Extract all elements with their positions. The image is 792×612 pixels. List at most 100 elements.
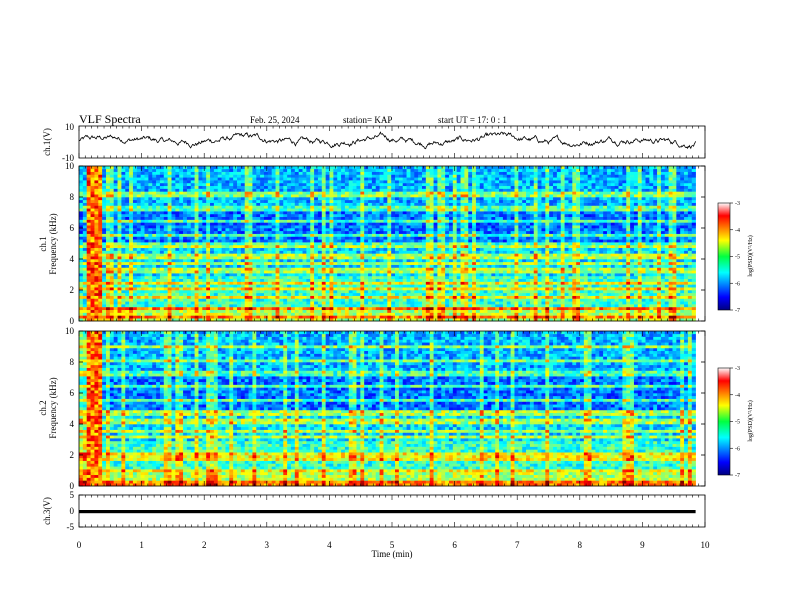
spectrogram-cell xyxy=(163,270,168,274)
spectrogram-cell xyxy=(229,247,234,251)
spectrogram-cell xyxy=(179,261,184,265)
spectrogram-cell xyxy=(364,256,369,260)
spectrogram-cell xyxy=(213,247,219,251)
spectrogram-cell xyxy=(217,287,222,291)
spectrogram-cell xyxy=(179,278,184,282)
spectrogram-cell xyxy=(341,290,346,294)
spectrogram-cell xyxy=(599,264,604,268)
spectrogram-cell xyxy=(580,281,585,285)
spectrogram-cell xyxy=(506,312,511,316)
spectrogram-cell xyxy=(402,306,407,311)
spectrogram-cell xyxy=(595,236,600,240)
spectrogram-cell xyxy=(676,304,681,308)
spectrogram-cell xyxy=(171,273,176,277)
spectrogram-cell xyxy=(90,233,95,237)
spectrogram-cell xyxy=(163,273,168,277)
spectrogram-cell xyxy=(502,267,508,271)
spectrogram-cell xyxy=(429,306,434,311)
spectrogram-cell xyxy=(406,298,411,302)
spectrogram-cell xyxy=(82,318,87,322)
spectrogram-cell xyxy=(283,315,288,319)
spectrogram-cell xyxy=(287,318,292,322)
spectrogram-cell xyxy=(448,259,454,263)
spectrogram-cell xyxy=(183,250,188,254)
spectrogram-cell xyxy=(626,281,631,285)
spectrogram-cell xyxy=(302,292,307,296)
spectrogram-cell xyxy=(271,309,276,313)
spectrogram-cell xyxy=(148,270,153,274)
spectrogram-cell xyxy=(279,318,284,322)
spectrogram-cell xyxy=(294,284,299,288)
spectrogram-cell xyxy=(113,301,118,305)
spectrogram-cell xyxy=(171,312,176,316)
spectrogram-cell xyxy=(556,292,562,296)
spectrogram-cell xyxy=(479,275,484,280)
spectrogram-cell xyxy=(229,253,234,257)
spectrogram-cell xyxy=(464,290,469,294)
spectrogram-cell xyxy=(152,312,157,316)
spectrogram-cell xyxy=(437,259,442,263)
spectrogram-cell xyxy=(244,259,249,263)
spectrogram-cell xyxy=(668,295,673,299)
spectrogram-cell xyxy=(387,298,392,302)
spectrogram-cell xyxy=(171,242,176,246)
spectrogram-cell xyxy=(348,239,353,243)
spectrogram-cell xyxy=(283,264,288,268)
spectrogram-cell xyxy=(595,284,600,288)
spectrogram-cell xyxy=(479,298,484,302)
spectrogram-cell xyxy=(687,295,693,299)
spectrogram-cell xyxy=(287,261,292,265)
spectrogram-cell xyxy=(425,315,430,319)
spectrogram-cell xyxy=(348,267,353,271)
spectrogram-cell xyxy=(225,239,230,243)
spectrogram-cell xyxy=(206,267,211,271)
spectrogram-cell xyxy=(614,298,619,302)
spectrogram-cell xyxy=(263,239,269,243)
spectrogram-cell xyxy=(198,309,203,313)
spectrogram-cell xyxy=(653,292,658,296)
spectrogram-cell xyxy=(206,309,211,313)
spectrogram-cell xyxy=(687,275,693,280)
spectrogram-cell xyxy=(364,304,369,308)
spectrogram-cell xyxy=(387,239,392,243)
spectrogram-cell xyxy=(660,298,666,302)
spectrogram-cell xyxy=(206,244,211,249)
spectrogram-cell xyxy=(190,281,195,285)
spectrogram-cell xyxy=(410,239,415,243)
spectrogram-cell xyxy=(595,267,600,271)
spectrogram-cell xyxy=(325,290,330,294)
spectrogram-cell xyxy=(641,309,646,313)
spectrogram-cell xyxy=(144,244,149,249)
spectrogram-cell xyxy=(568,309,573,313)
spectrogram-cell xyxy=(684,292,689,296)
spectrogram-cell xyxy=(237,287,242,291)
spectrogram-cell xyxy=(630,244,635,249)
spectrogram-cell xyxy=(190,312,195,316)
spectrogram-cell xyxy=(641,273,646,277)
spectrogram-cell xyxy=(495,309,500,313)
spectrogram-cell xyxy=(622,287,627,291)
spectrogram-cell xyxy=(637,259,642,263)
date-label: Feb. 25, 2024 xyxy=(250,115,300,125)
spectrogram-cell xyxy=(356,233,361,237)
spectrogram-cell xyxy=(464,256,469,260)
spectrogram-cell xyxy=(660,312,666,316)
spectrogram-cell xyxy=(190,292,195,296)
spectrogram-cell xyxy=(587,298,592,302)
spectrogram-cell xyxy=(86,304,91,308)
spectrogram-cell xyxy=(641,292,646,296)
spectrogram-cell xyxy=(79,259,84,263)
spectrogram-cell xyxy=(298,287,303,291)
spectrogram-cell xyxy=(433,290,438,294)
spectrogram-cell xyxy=(606,273,612,277)
spectrogram-cell xyxy=(82,292,87,296)
spectrogram-cell xyxy=(452,259,457,263)
spectrogram-cell xyxy=(418,253,423,257)
spectrogram-cell xyxy=(691,301,696,305)
spectrogram-cell xyxy=(649,256,654,260)
spectrogram-cell xyxy=(337,253,342,257)
spectrogram-cell xyxy=(495,287,500,291)
spectrogram-cell xyxy=(102,309,107,313)
spectrogram-cell xyxy=(580,309,585,313)
spectrogram-cell xyxy=(240,312,246,316)
